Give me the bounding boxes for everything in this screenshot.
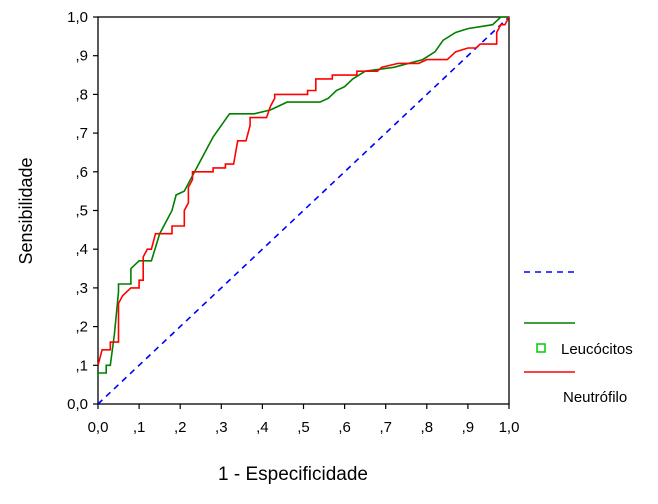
x-tick-label: ,1 <box>133 419 146 436</box>
x-axis-ticks: 0,0 ,1 ,2 ,3 ,4 ,5 ,6 ,7 ,8 ,9 1,0 <box>88 404 520 436</box>
y-tick-label: ,9 <box>75 48 88 65</box>
y-tick-label: ,3 <box>75 280 88 297</box>
x-tick-label: ,2 <box>174 419 187 436</box>
x-tick-label: ,4 <box>256 419 269 436</box>
x-tick-label: ,8 <box>421 419 434 436</box>
legend-square-marker <box>536 343 546 353</box>
legend-neutrofilo-label: Neutrófilo <box>563 389 627 406</box>
x-axis-label: 1 - Especificidade <box>218 464 368 485</box>
y-tick-label: ,7 <box>75 125 88 142</box>
x-tick-label: 1,0 <box>499 419 520 436</box>
y-tick-label: ,6 <box>75 164 88 181</box>
x-tick-label: ,9 <box>462 419 475 436</box>
series-layer <box>97 16 510 405</box>
legend-leucocitos-marker-label: Leucócitos <box>561 341 633 358</box>
x-tick-label: ,3 <box>215 419 228 436</box>
y-tick-label: ,2 <box>75 319 88 336</box>
neutrofilo-roc-line <box>97 16 510 366</box>
y-tick-label: 1,0 <box>67 9 88 26</box>
leucocitos-roc-line <box>97 16 509 377</box>
y-axis-ticks: 0,0 ,1 ,2 ,3 ,4 ,5 ,6 ,7 ,8 ,9 1,0 <box>67 9 98 413</box>
y-tick-label: ,1 <box>75 357 88 374</box>
y-tick-label: ,5 <box>75 203 88 220</box>
y-tick-label: ,8 <box>75 86 88 103</box>
y-tick-label: 0,0 <box>67 396 88 413</box>
y-axis-label: Sensibilidade <box>16 157 36 264</box>
x-tick-label: ,6 <box>338 419 351 436</box>
y-tick-label: ,4 <box>75 241 88 258</box>
x-tick-label: ,7 <box>379 419 392 436</box>
x-tick-label: 0,0 <box>88 419 109 436</box>
x-tick-label: ,5 <box>297 419 310 436</box>
plot-frame <box>97 16 510 405</box>
plot-area <box>97 16 510 405</box>
legend: Leucócitos Neutrófilo <box>524 271 633 406</box>
